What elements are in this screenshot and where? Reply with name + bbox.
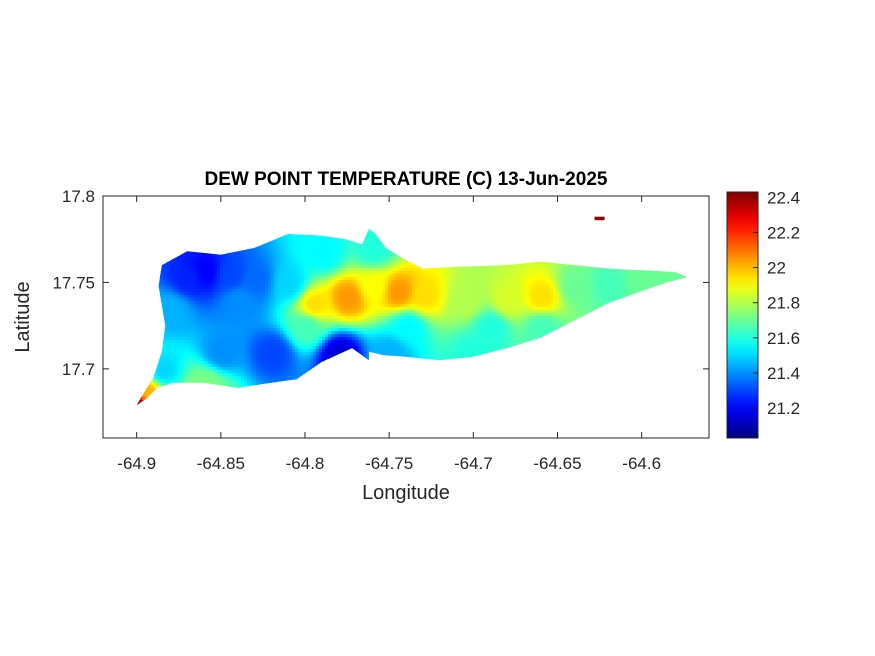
plot-frame — [102, 195, 710, 439]
colorbar-tick-label: 21.2 — [767, 399, 800, 418]
chart-title: DEW POINT TEMPERATURE (C) 13-Jun-2025 — [205, 169, 608, 190]
islet-shape — [594, 216, 605, 221]
colorbar-tick-label: 21.8 — [767, 294, 800, 313]
colorbar-ticks: 21.2 21.4 21.6 21.8 22 22.2 22.4 — [753, 188, 800, 418]
x-tick-label: -64.8 — [286, 454, 325, 473]
y-axis: 17.7 17.75 17.8 — [52, 187, 709, 379]
x-tick-label: -64.65 — [533, 454, 581, 473]
y-tick-label: 17.8 — [62, 187, 95, 206]
colorbar-tick-label: 21.6 — [767, 329, 800, 348]
x-axis-label: Longitude — [362, 482, 450, 504]
x-tick-label: -64.6 — [622, 454, 661, 473]
y-tick-label: 17.75 — [52, 273, 95, 292]
colorbar-tick-label: 22 — [767, 259, 786, 278]
colorbar-tick-label: 22.2 — [767, 223, 800, 242]
y-axis-label: Latitude — [12, 281, 34, 352]
colorbar-tick-label: 22.4 — [767, 188, 800, 207]
colorbar — [726, 191, 759, 439]
x-tick-label: -64.85 — [197, 454, 245, 473]
x-tick-label: -64.7 — [454, 454, 493, 473]
x-tick-label: -64.9 — [117, 454, 156, 473]
x-axis: -64.9 -64.85 -64.8 -64.75 -64.7 -64.65 -64.6 — [117, 196, 661, 473]
x-tick-label: -64.75 — [365, 454, 413, 473]
colorbar-tick-label: 21.4 — [767, 364, 800, 383]
y-tick-label: 17.7 — [62, 360, 95, 379]
